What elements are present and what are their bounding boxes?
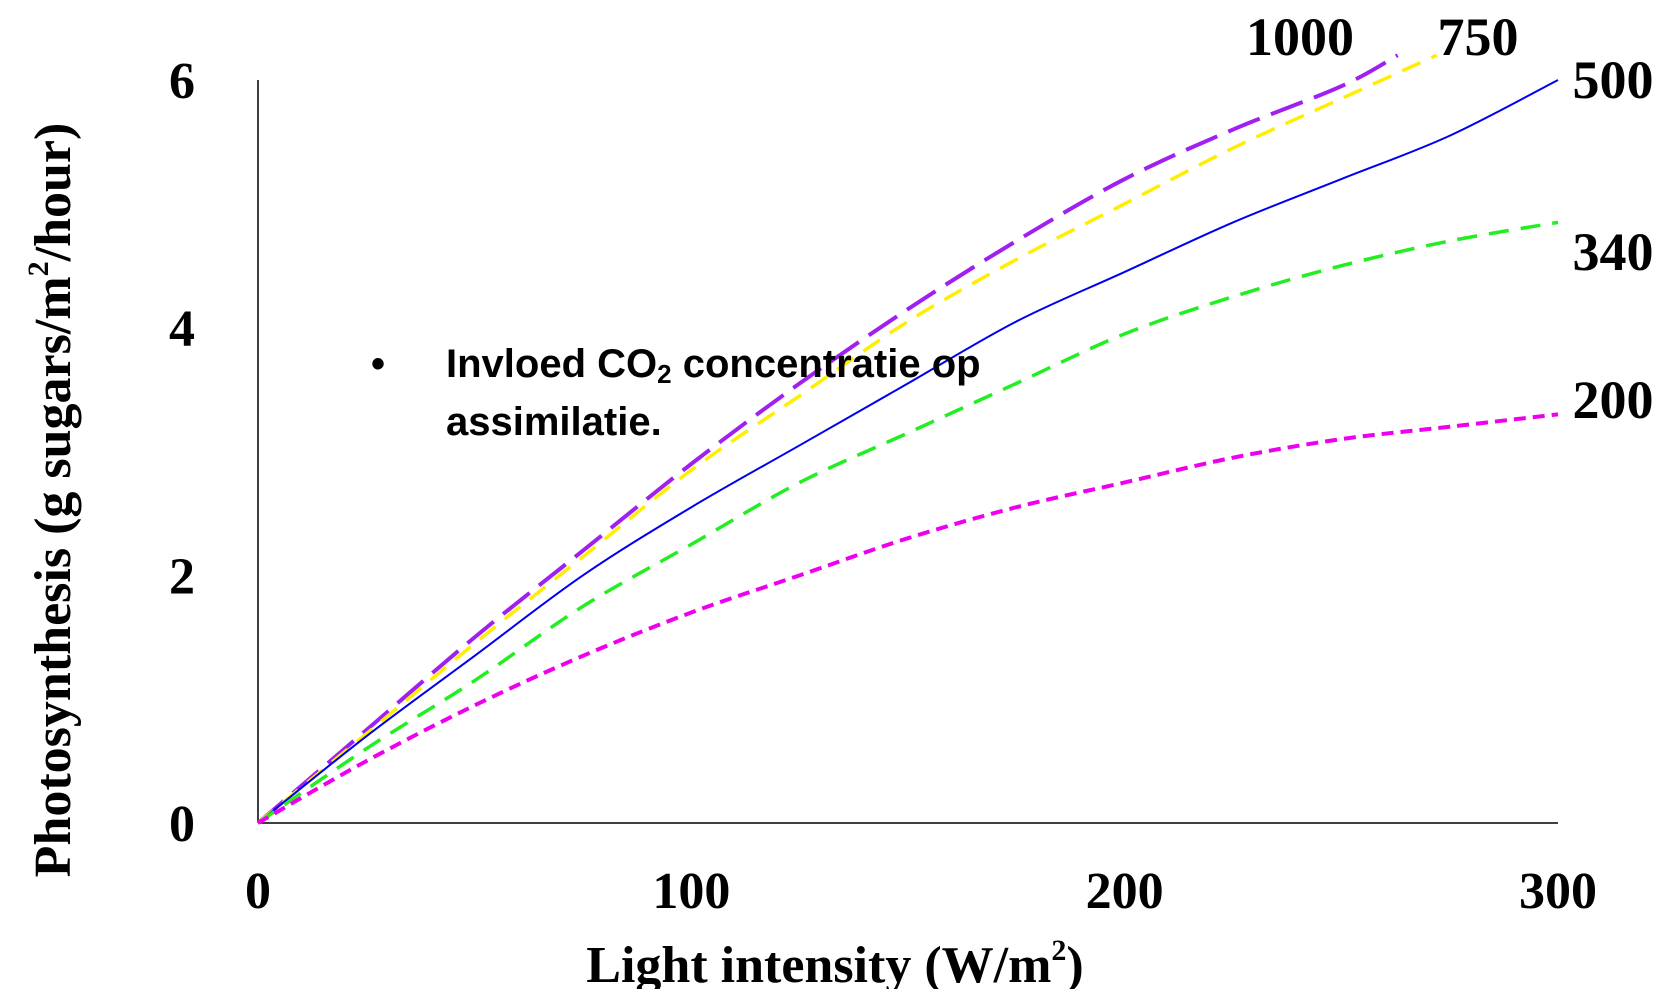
series-label-1000: 1000	[1246, 7, 1354, 67]
x-tick-label: 100	[652, 863, 730, 920]
y-axis-title-superscript: 2	[22, 261, 55, 276]
series-line-750	[256, 53, 1438, 825]
x-axis-title-text: Light intensity (W/m	[586, 937, 1051, 989]
y-tick-label: 4	[169, 301, 195, 358]
y-tick-label: 2	[169, 548, 195, 605]
x-tick-label: 200	[1086, 863, 1164, 920]
series-label-340: 340	[1573, 222, 1654, 282]
series-labels: 1000 750 500 340 200	[1246, 7, 1654, 430]
x-axis-title-tail: )	[1066, 937, 1083, 989]
x-axis-title-superscript: 2	[1051, 934, 1066, 967]
series-line-200	[257, 412, 1559, 825]
series-lines	[256, 53, 1559, 825]
series-label-500: 500	[1573, 50, 1654, 110]
annotation-text-end: concentratie op assimilatie.	[446, 342, 981, 444]
annotation: • Invloed CO2 concentratie op assimilati…	[371, 340, 1091, 446]
annotation-text: Invloed CO2 concentratie op assimilatie.	[446, 340, 1091, 446]
annotation-subscript: 2	[657, 359, 672, 389]
series-label-200: 200	[1573, 370, 1654, 430]
x-tick-labels: 0 100 200 300	[245, 863, 1597, 920]
series-line-340	[257, 220, 1559, 825]
y-axis-title-tail: /hour)	[25, 123, 82, 263]
axes	[257, 80, 1558, 824]
series-line-1000	[256, 53, 1399, 825]
x-tick-label: 300	[1519, 863, 1597, 920]
y-tick-labels: 0 2 4 6	[169, 53, 195, 853]
annotation-bullet: •	[371, 342, 386, 386]
annotation-text-start: Invloed CO	[446, 342, 658, 386]
x-axis-title: Light intensity (W/m2)	[586, 934, 1083, 989]
y-axis-title-text: Photosynthesis (g sugars/m	[25, 276, 82, 877]
x-tick-label: 0	[245, 863, 271, 920]
y-tick-label: 0	[169, 796, 195, 853]
series-label-750: 750	[1438, 7, 1519, 67]
y-tick-label: 6	[169, 53, 195, 110]
series-line-500	[257, 79, 1559, 824]
y-axis-title: Photosynthesis (g sugars/m2/hour)	[22, 123, 82, 878]
